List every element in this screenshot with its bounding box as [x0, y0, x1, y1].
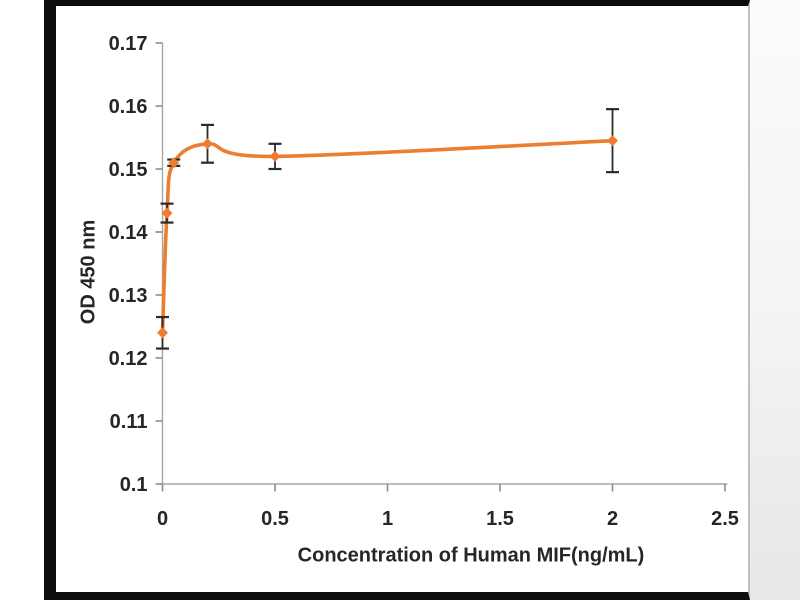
x-tick-label: 2 [607, 508, 618, 530]
data-point-marker [161, 207, 173, 219]
x-tick-label: 1.5 [486, 508, 514, 530]
x-tick-label: 0 [157, 508, 168, 530]
data-point-marker [607, 135, 618, 147]
x-tick-label: 0.5 [261, 508, 289, 530]
data-point-marker [202, 138, 213, 150]
y-tick-label: 0.11 [110, 411, 148, 433]
y-tick-label: 0.17 [109, 33, 148, 55]
chart-frame [44, 0, 750, 600]
outer-background-strip [750, 0, 800, 600]
y-axis-title: OD 450 nm [77, 219, 100, 325]
x-tick-label: 2.5 [711, 508, 739, 530]
y-tick-label: 0.16 [109, 96, 148, 118]
y-tick-label: 0.1 [120, 474, 148, 496]
y-tick-label: 0.12 [109, 348, 148, 370]
data-point-marker [269, 150, 281, 162]
y-tick-label: 0.13 [109, 285, 148, 307]
data-series-line [160, 138, 615, 335]
data-point-marker [157, 327, 168, 339]
y-tick-label: 0.15 [109, 159, 148, 181]
x-axis-title: Concentration of Human MIF(ng/mL) [297, 544, 645, 567]
data-point-marker [168, 157, 180, 169]
x-tick-label: 1 [382, 508, 393, 530]
y-tick-label: 0.14 [109, 222, 149, 244]
